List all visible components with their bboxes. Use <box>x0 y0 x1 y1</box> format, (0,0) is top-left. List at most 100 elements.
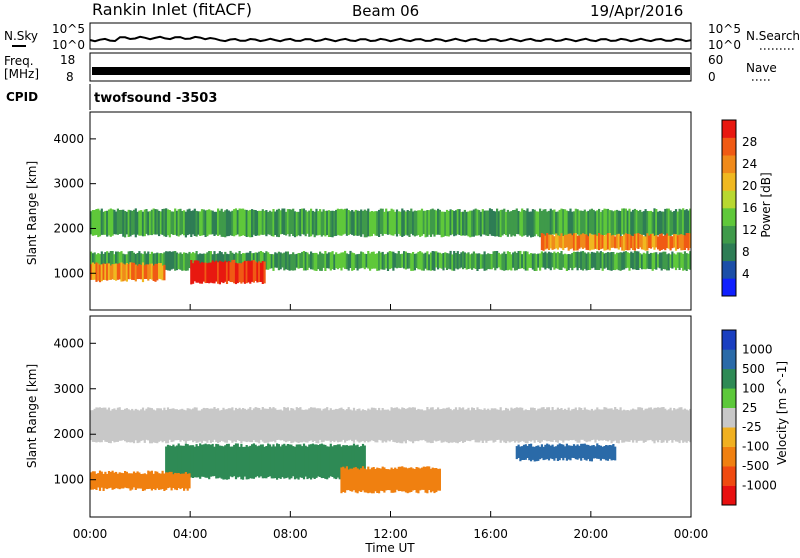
data-cell <box>310 208 313 237</box>
data-cell <box>440 409 443 443</box>
colorbar-frame <box>721 329 737 506</box>
data-cell <box>408 467 411 493</box>
data-cell <box>605 234 608 251</box>
data-cell <box>242 253 245 268</box>
data-cell <box>168 471 171 488</box>
data-cell <box>102 211 105 235</box>
data-cell <box>571 235 574 249</box>
data-cell <box>344 445 347 480</box>
data-cell <box>218 445 221 478</box>
data-cell <box>535 445 538 462</box>
data-cell <box>304 445 307 477</box>
data-cell <box>621 410 624 443</box>
data-cell <box>172 444 175 477</box>
data-cell <box>258 445 261 478</box>
data-cell <box>267 443 270 477</box>
data-cell <box>222 446 225 480</box>
data-cell <box>571 253 574 271</box>
data-cell <box>249 261 252 284</box>
data-cell <box>172 211 175 235</box>
data-cell <box>100 251 103 268</box>
data-cell <box>437 252 440 270</box>
data-cell <box>125 263 128 282</box>
data-cell <box>336 254 339 270</box>
data-cell <box>390 208 393 236</box>
data-cell <box>580 251 583 270</box>
data-cell <box>494 251 497 271</box>
data-cell <box>676 252 679 268</box>
data-cell <box>186 209 189 236</box>
data-cell <box>440 211 443 238</box>
data-cell <box>576 444 579 460</box>
data-cell <box>403 467 406 492</box>
data-cell <box>274 446 277 479</box>
data-cell <box>140 253 143 270</box>
data-cell <box>567 211 570 237</box>
data-cell <box>632 408 635 443</box>
data-cell <box>251 410 254 443</box>
data-cell <box>637 407 640 441</box>
data-cell <box>649 407 653 440</box>
data-cell <box>276 209 279 237</box>
data-cell <box>621 208 624 235</box>
data-cell <box>564 209 567 236</box>
data-cell <box>589 209 592 235</box>
cpid-value: twofsound -3503 <box>94 91 217 106</box>
data-cell <box>383 254 386 270</box>
data-cell <box>354 445 357 477</box>
data-cell <box>583 234 586 248</box>
data-cell <box>578 210 581 238</box>
data-cell <box>633 233 636 251</box>
data-cell <box>539 446 542 460</box>
data-cell <box>224 210 227 238</box>
data-cell <box>546 211 549 238</box>
data-cell <box>190 260 193 285</box>
data-cell <box>288 444 291 480</box>
data-cell <box>234 252 238 271</box>
data-cell <box>404 409 407 444</box>
data-cell <box>435 409 438 442</box>
data-cell <box>238 263 241 283</box>
data-cell <box>238 208 241 237</box>
data-cell <box>662 251 665 269</box>
data-cell <box>385 409 388 443</box>
data-cell <box>302 443 306 480</box>
data-cell <box>188 208 191 235</box>
data-cell <box>229 408 232 441</box>
data-cell <box>306 252 309 271</box>
data-cell <box>424 466 427 493</box>
data-cell <box>412 407 415 444</box>
data-cell <box>551 407 554 442</box>
time-axis-label: Time UT <box>364 541 415 554</box>
data-cell <box>90 410 93 441</box>
data-cell <box>572 251 576 269</box>
data-cell <box>449 209 452 236</box>
data-cell <box>587 236 590 251</box>
data-cell <box>537 253 540 268</box>
y-tick-label: 4000 <box>53 336 84 350</box>
data-cell <box>268 210 272 235</box>
data-cell <box>195 407 198 443</box>
data-cell <box>381 251 384 270</box>
data-cell <box>231 407 234 443</box>
data-cell <box>109 471 112 488</box>
data-cell <box>526 251 529 271</box>
data-cell <box>363 253 366 270</box>
data-cell <box>565 410 568 441</box>
data-cell <box>528 211 531 236</box>
data-cell <box>161 209 164 235</box>
data-cell <box>442 408 445 443</box>
data-cell <box>254 407 257 442</box>
data-cell <box>388 210 391 235</box>
data-cell <box>547 234 551 250</box>
data-cell <box>392 468 395 493</box>
freq-label-line1: Freq. <box>4 54 34 68</box>
data-cell <box>572 233 576 251</box>
data-cell <box>667 253 670 271</box>
data-cell <box>134 208 137 238</box>
data-cell <box>492 210 495 236</box>
data-cell <box>399 409 402 444</box>
data-cell <box>111 470 114 490</box>
data-cell <box>319 444 322 477</box>
data-cell <box>208 408 211 441</box>
